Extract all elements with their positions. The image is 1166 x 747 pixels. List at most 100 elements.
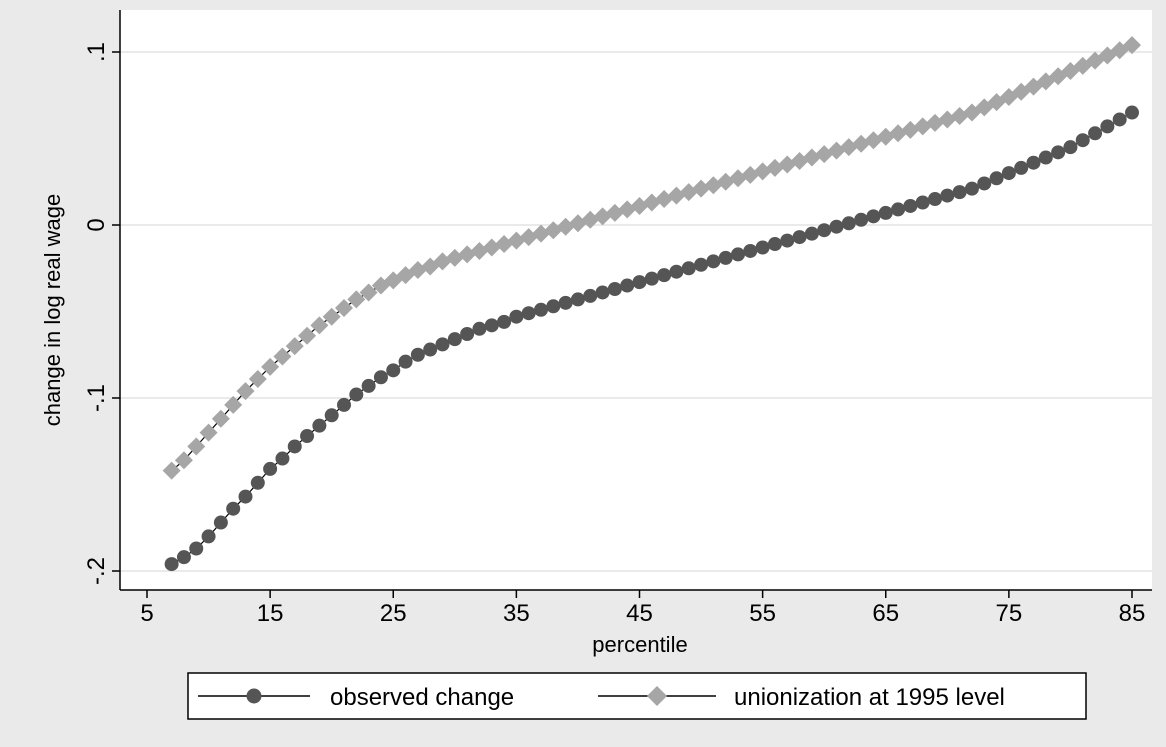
data-point-observed-change <box>558 295 573 310</box>
y-axis-label: change in log real wage <box>40 194 65 426</box>
x-axis-label: percentile <box>592 632 687 657</box>
x-axis-ticks: 5 15 25 35 45 55 65 75 85 <box>140 590 1145 627</box>
data-point-observed-change <box>1051 145 1066 160</box>
data-point-observed-change <box>1026 155 1041 170</box>
data-point-observed-change <box>423 342 438 357</box>
data-point-observed-change <box>1100 119 1115 134</box>
y-tick-label: -.2 <box>83 557 110 585</box>
data-point-observed-change <box>792 230 807 245</box>
legend-label-union: unionization at 1995 level <box>734 684 1005 711</box>
legend-label-observed: observed change <box>330 684 514 711</box>
data-point-unionization-at-1995-level <box>162 461 181 480</box>
data-point-observed-change <box>1112 112 1127 127</box>
data-point-observed-change <box>189 541 204 556</box>
data-point-observed-change <box>940 188 955 203</box>
data-point-observed-change <box>718 250 733 265</box>
data-point-observed-change <box>238 489 253 504</box>
x-tick-label: 45 <box>626 600 653 627</box>
data-point-unionization-at-1995-level <box>1123 36 1141 55</box>
x-tick-label: 85 <box>1119 600 1146 627</box>
data-point-observed-change <box>706 254 721 269</box>
data-point-unionization-at-1995-level <box>335 299 353 318</box>
data-point-observed-change <box>484 318 499 333</box>
legend-marker-observed <box>246 688 262 704</box>
data-point-observed-change <box>1001 166 1016 181</box>
data-point-observed-change <box>213 515 228 530</box>
data-point-unionization-at-1995-level <box>285 337 304 356</box>
data-point-observed-change <box>731 247 745 262</box>
data-point-observed-change <box>349 387 364 402</box>
data-point-observed-change <box>201 529 216 544</box>
data-point-unionization-at-1995-level <box>224 395 243 414</box>
data-point-observed-change <box>964 181 979 196</box>
data-point-observed-change <box>780 233 795 248</box>
x-tick-label: 15 <box>257 600 284 627</box>
data-point-observed-change <box>817 223 832 238</box>
data-point-observed-change <box>595 285 610 300</box>
data-point-observed-change <box>1014 160 1029 175</box>
data-point-observed-change <box>915 195 930 210</box>
data-point-observed-change <box>632 275 647 290</box>
legend-marker-union <box>647 686 667 706</box>
data-point-observed-change <box>447 332 462 347</box>
data-point-observed-change <box>521 306 536 321</box>
data-point-observed-change <box>176 550 191 565</box>
data-point-observed-change <box>250 475 265 490</box>
data-point-observed-change <box>903 198 918 213</box>
data-point-observed-change <box>361 378 376 393</box>
data-point-observed-change <box>1075 133 1090 148</box>
data-point-observed-change <box>275 451 290 466</box>
data-point-observed-change <box>410 347 425 362</box>
data-point-observed-change <box>952 185 967 200</box>
data-point-unionization-at-1995-level <box>261 357 280 376</box>
data-point-observed-change <box>386 363 401 378</box>
data-point-observed-change <box>804 226 819 241</box>
data-point-observed-change <box>644 271 659 286</box>
data-point-observed-change <box>546 299 561 314</box>
x-tick-label: 65 <box>872 600 899 627</box>
data-point-unionization-at-1995-level <box>236 382 255 401</box>
data-point-unionization-at-1995-level <box>211 409 230 428</box>
data-point-observed-change <box>337 397 351 412</box>
x-tick-label: 55 <box>749 600 776 627</box>
data-point-observed-change <box>509 309 524 324</box>
x-tick-label: 25 <box>380 600 407 627</box>
x-tick-label: 35 <box>503 600 530 627</box>
y-tick-label: -.1 <box>83 384 110 412</box>
legend: observed change unionization at 1995 lev… <box>187 672 1087 720</box>
data-point-observed-change <box>583 288 598 303</box>
y-axis-ticks: -.2 -.1 0 .1 <box>83 42 120 585</box>
data-point-observed-change <box>435 337 450 352</box>
data-point-unionization-at-1995-level <box>310 316 329 335</box>
data-point-observed-change <box>829 219 844 234</box>
data-point-unionization-at-1995-level <box>187 437 206 456</box>
data-point-observed-change <box>841 216 856 231</box>
data-point-observed-change <box>928 192 942 207</box>
data-point-observed-change <box>324 408 339 423</box>
data-point-observed-change <box>1088 126 1103 141</box>
data-point-observed-change <box>891 202 906 217</box>
data-point-observed-change <box>767 237 782 252</box>
data-point-unionization-at-1995-level <box>347 290 366 309</box>
data-point-unionization-at-1995-level <box>273 347 292 366</box>
data-point-observed-change <box>977 176 992 191</box>
data-point-observed-change <box>497 314 512 329</box>
data-point-unionization-at-1995-level <box>901 120 920 139</box>
data-point-observed-change <box>866 209 881 224</box>
y-tick-label: .1 <box>83 42 110 62</box>
data-point-observed-change <box>1038 150 1053 165</box>
data-point-observed-change <box>472 321 487 336</box>
data-point-observed-change <box>989 171 1004 186</box>
data-point-observed-change <box>164 557 179 572</box>
data-point-observed-change <box>607 282 622 297</box>
data-point-observed-change <box>226 501 241 516</box>
gridlines <box>120 51 1152 572</box>
data-point-observed-change <box>669 264 684 279</box>
data-point-observed-change <box>681 261 696 276</box>
data-point-unionization-at-1995-level <box>174 451 193 470</box>
y-tick-label: 0 <box>83 218 110 231</box>
data-point-unionization-at-1995-level <box>433 252 452 271</box>
data-point-observed-change <box>878 205 893 220</box>
data-point-observed-change <box>1063 140 1078 155</box>
